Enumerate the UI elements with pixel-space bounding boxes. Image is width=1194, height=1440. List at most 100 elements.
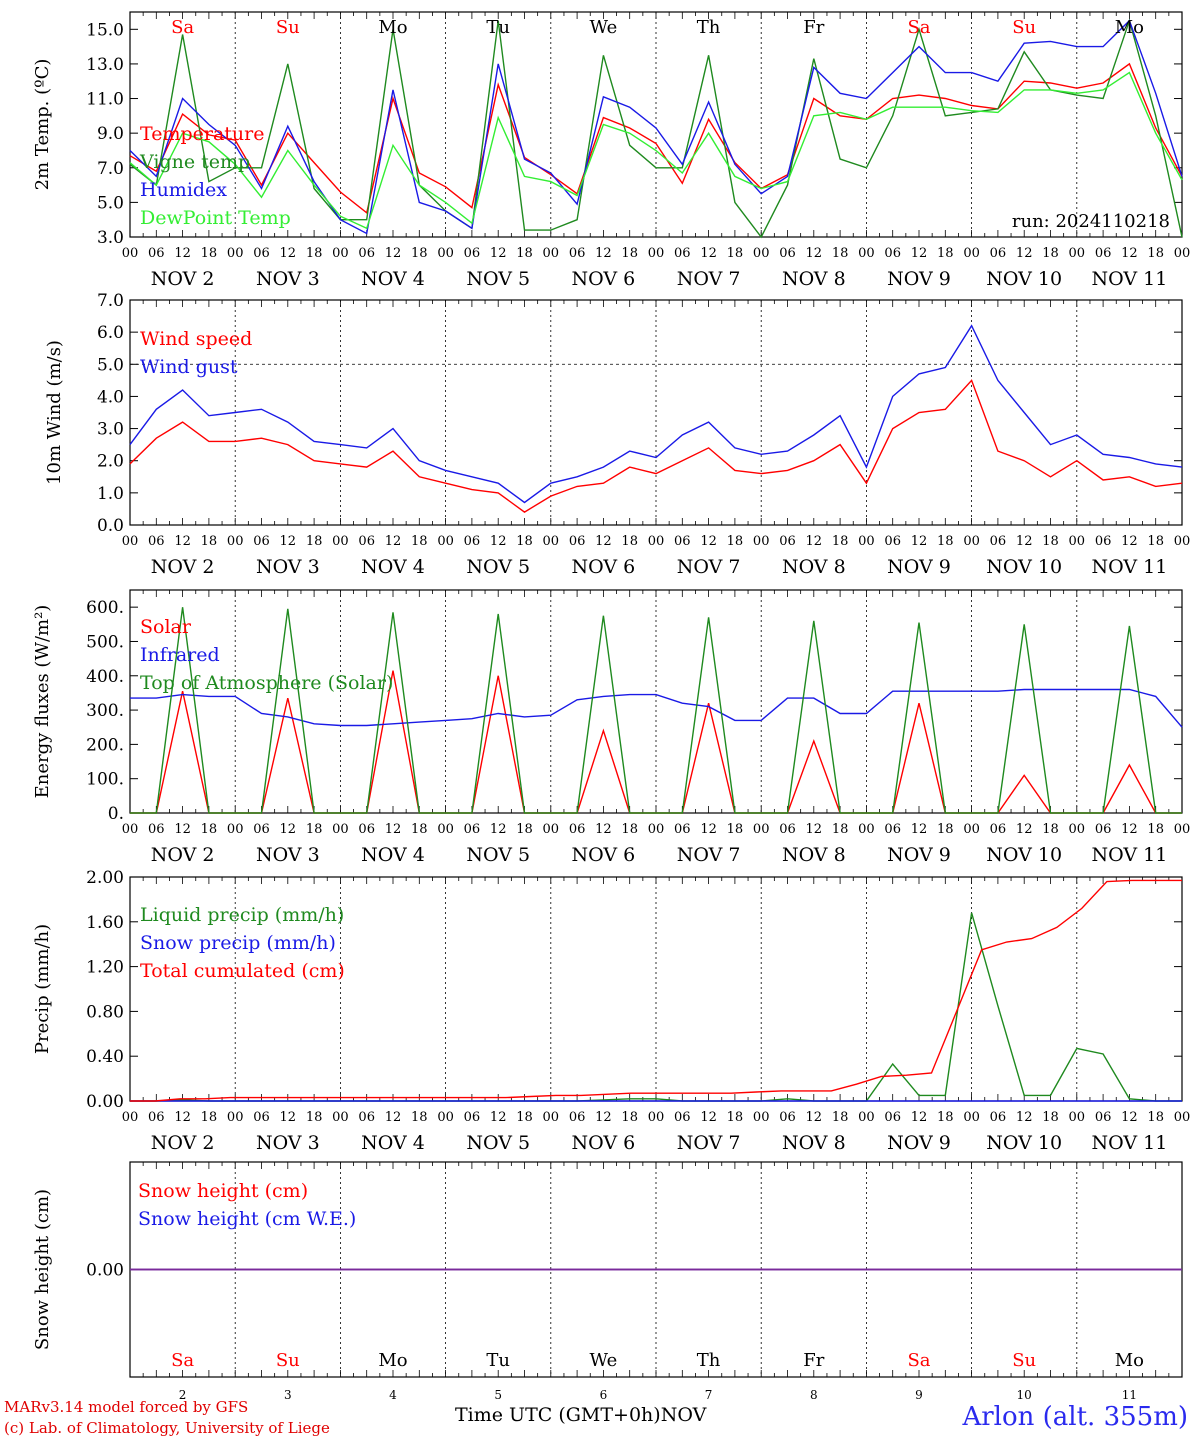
date-label: NOV 8: [782, 844, 846, 866]
hour-label: 00: [648, 534, 665, 549]
hour-label: 00: [543, 1110, 560, 1125]
hour-label: 00: [437, 246, 454, 261]
y-tick-label: 7.0: [97, 159, 124, 179]
hour-label: 00: [437, 822, 454, 837]
hour-label: 12: [911, 246, 928, 261]
series-line: [129, 19, 1183, 235]
station-name: Arlon (alt. 355m): [962, 1402, 1188, 1432]
series-line: [130, 607, 1182, 814]
hour-label: 18: [937, 822, 954, 837]
hour-label: 06: [569, 822, 586, 837]
day-name: We: [590, 1350, 618, 1371]
y-tick-label: 4.0: [97, 387, 124, 407]
date-label: NOV 6: [572, 844, 636, 866]
hour-label: 00: [122, 534, 139, 549]
hour-label: 18: [1042, 246, 1059, 261]
hour-label: 12: [280, 822, 297, 837]
hour-label: 18: [516, 1110, 533, 1125]
hour-label: 00: [1069, 822, 1086, 837]
hour-label: 12: [1016, 534, 1033, 549]
hour-label: 12: [595, 534, 612, 549]
hour-label: 18: [201, 534, 218, 549]
hour-label: 18: [516, 246, 533, 261]
hour-label: 06: [779, 1110, 796, 1125]
hour-label: 00: [858, 534, 875, 549]
date-label: NOV 4: [361, 268, 425, 290]
hour-label: 00: [648, 1110, 665, 1125]
series-line: [129, 18, 1183, 239]
hour-label: 18: [727, 246, 744, 261]
day-number: 11: [1122, 1388, 1137, 1402]
y-tick-label: 2.00: [86, 868, 124, 888]
y-tick-label: 0.80: [86, 1002, 124, 1022]
hour-label: 12: [174, 246, 191, 261]
legend-entry: Humidex: [140, 179, 227, 201]
hour-label: 06: [464, 1110, 481, 1125]
hour-label: 12: [385, 822, 402, 837]
date-label: NOV 11: [1091, 844, 1167, 866]
y-tick-label: 1.0: [97, 484, 124, 504]
hour-label: 18: [832, 822, 849, 837]
hour-label: 18: [727, 534, 744, 549]
hour-label: 12: [911, 822, 928, 837]
hour-label: 00: [963, 534, 980, 549]
hour-label: 18: [832, 1110, 849, 1125]
hour-label: 00: [437, 1110, 454, 1125]
hour-label: 18: [1147, 534, 1164, 549]
hour-label: 18: [306, 534, 323, 549]
hour-label: 18: [1042, 822, 1059, 837]
day-name: Sa: [171, 17, 194, 38]
y-tick-label: 200.: [86, 735, 124, 755]
date-label: NOV 5: [466, 556, 530, 578]
hour-label: 18: [937, 534, 954, 549]
date-label: NOV 4: [361, 844, 425, 866]
hour-label: 00: [1174, 822, 1191, 837]
day-name: Sa: [907, 17, 930, 38]
hour-label: 18: [201, 246, 218, 261]
series-line: [130, 879, 1182, 1102]
y-axis-label: 10m Wind (m/s): [44, 340, 65, 485]
date-label: NOV 8: [782, 268, 846, 290]
date-label: NOV 8: [782, 1132, 846, 1154]
hour-label: 06: [569, 246, 586, 261]
hour-label: 12: [806, 534, 823, 549]
hour-label: 06: [1095, 1110, 1112, 1125]
hour-label: 06: [253, 534, 270, 549]
hour-label: 00: [648, 822, 665, 837]
hour-label: 06: [358, 534, 375, 549]
hour-label: 06: [674, 1110, 691, 1125]
hour-label: 12: [911, 1110, 928, 1125]
y-tick-label: 9.0: [97, 124, 124, 144]
hour-label: 00: [753, 1110, 770, 1125]
hour-label: 06: [253, 822, 270, 837]
y-tick-label: 3.0: [97, 420, 124, 440]
y-tick-label: 100.: [86, 770, 124, 790]
hour-label: 06: [358, 246, 375, 261]
hour-label: 12: [595, 1110, 612, 1125]
hour-label: 12: [806, 1110, 823, 1125]
hour-label: 12: [1016, 822, 1033, 837]
hour-label: 18: [411, 246, 428, 261]
day-name: Su: [276, 17, 300, 38]
date-label: NOV 2: [151, 844, 215, 866]
hour-label: 00: [437, 534, 454, 549]
date-label: NOV 7: [677, 556, 741, 578]
hour-label: 06: [569, 1110, 586, 1125]
hour-label: 06: [990, 1110, 1007, 1125]
day-number: 3: [284, 1388, 292, 1402]
hour-label: 06: [1095, 822, 1112, 837]
date-label: NOV 9: [887, 556, 951, 578]
y-tick-label: 500.: [86, 632, 124, 652]
y-axis-label: Precip (mm/h): [32, 924, 53, 1054]
legend-entry: Wind gust: [140, 356, 238, 378]
legend-entry: Snow precip (mm/h): [140, 932, 336, 954]
hour-label: 00: [1069, 1110, 1086, 1125]
hour-label: 12: [595, 246, 612, 261]
y-tick-label: 3.0: [97, 228, 124, 248]
day-name: Fr: [803, 1350, 824, 1371]
hour-label: 18: [832, 534, 849, 549]
date-label: NOV 7: [677, 844, 741, 866]
day-name: Mo: [1115, 1350, 1144, 1371]
hour-label: 00: [1174, 534, 1191, 549]
hour-label: 00: [753, 246, 770, 261]
